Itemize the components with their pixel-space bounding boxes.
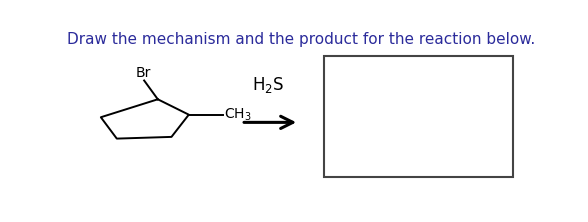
Text: H$_2$S: H$_2$S — [252, 75, 285, 95]
Text: Br: Br — [136, 66, 151, 80]
Text: CH$_3$: CH$_3$ — [225, 107, 252, 123]
Bar — [324, 56, 513, 177]
Text: Draw the mechanism and the product for the reaction below.: Draw the mechanism and the product for t… — [67, 32, 536, 47]
